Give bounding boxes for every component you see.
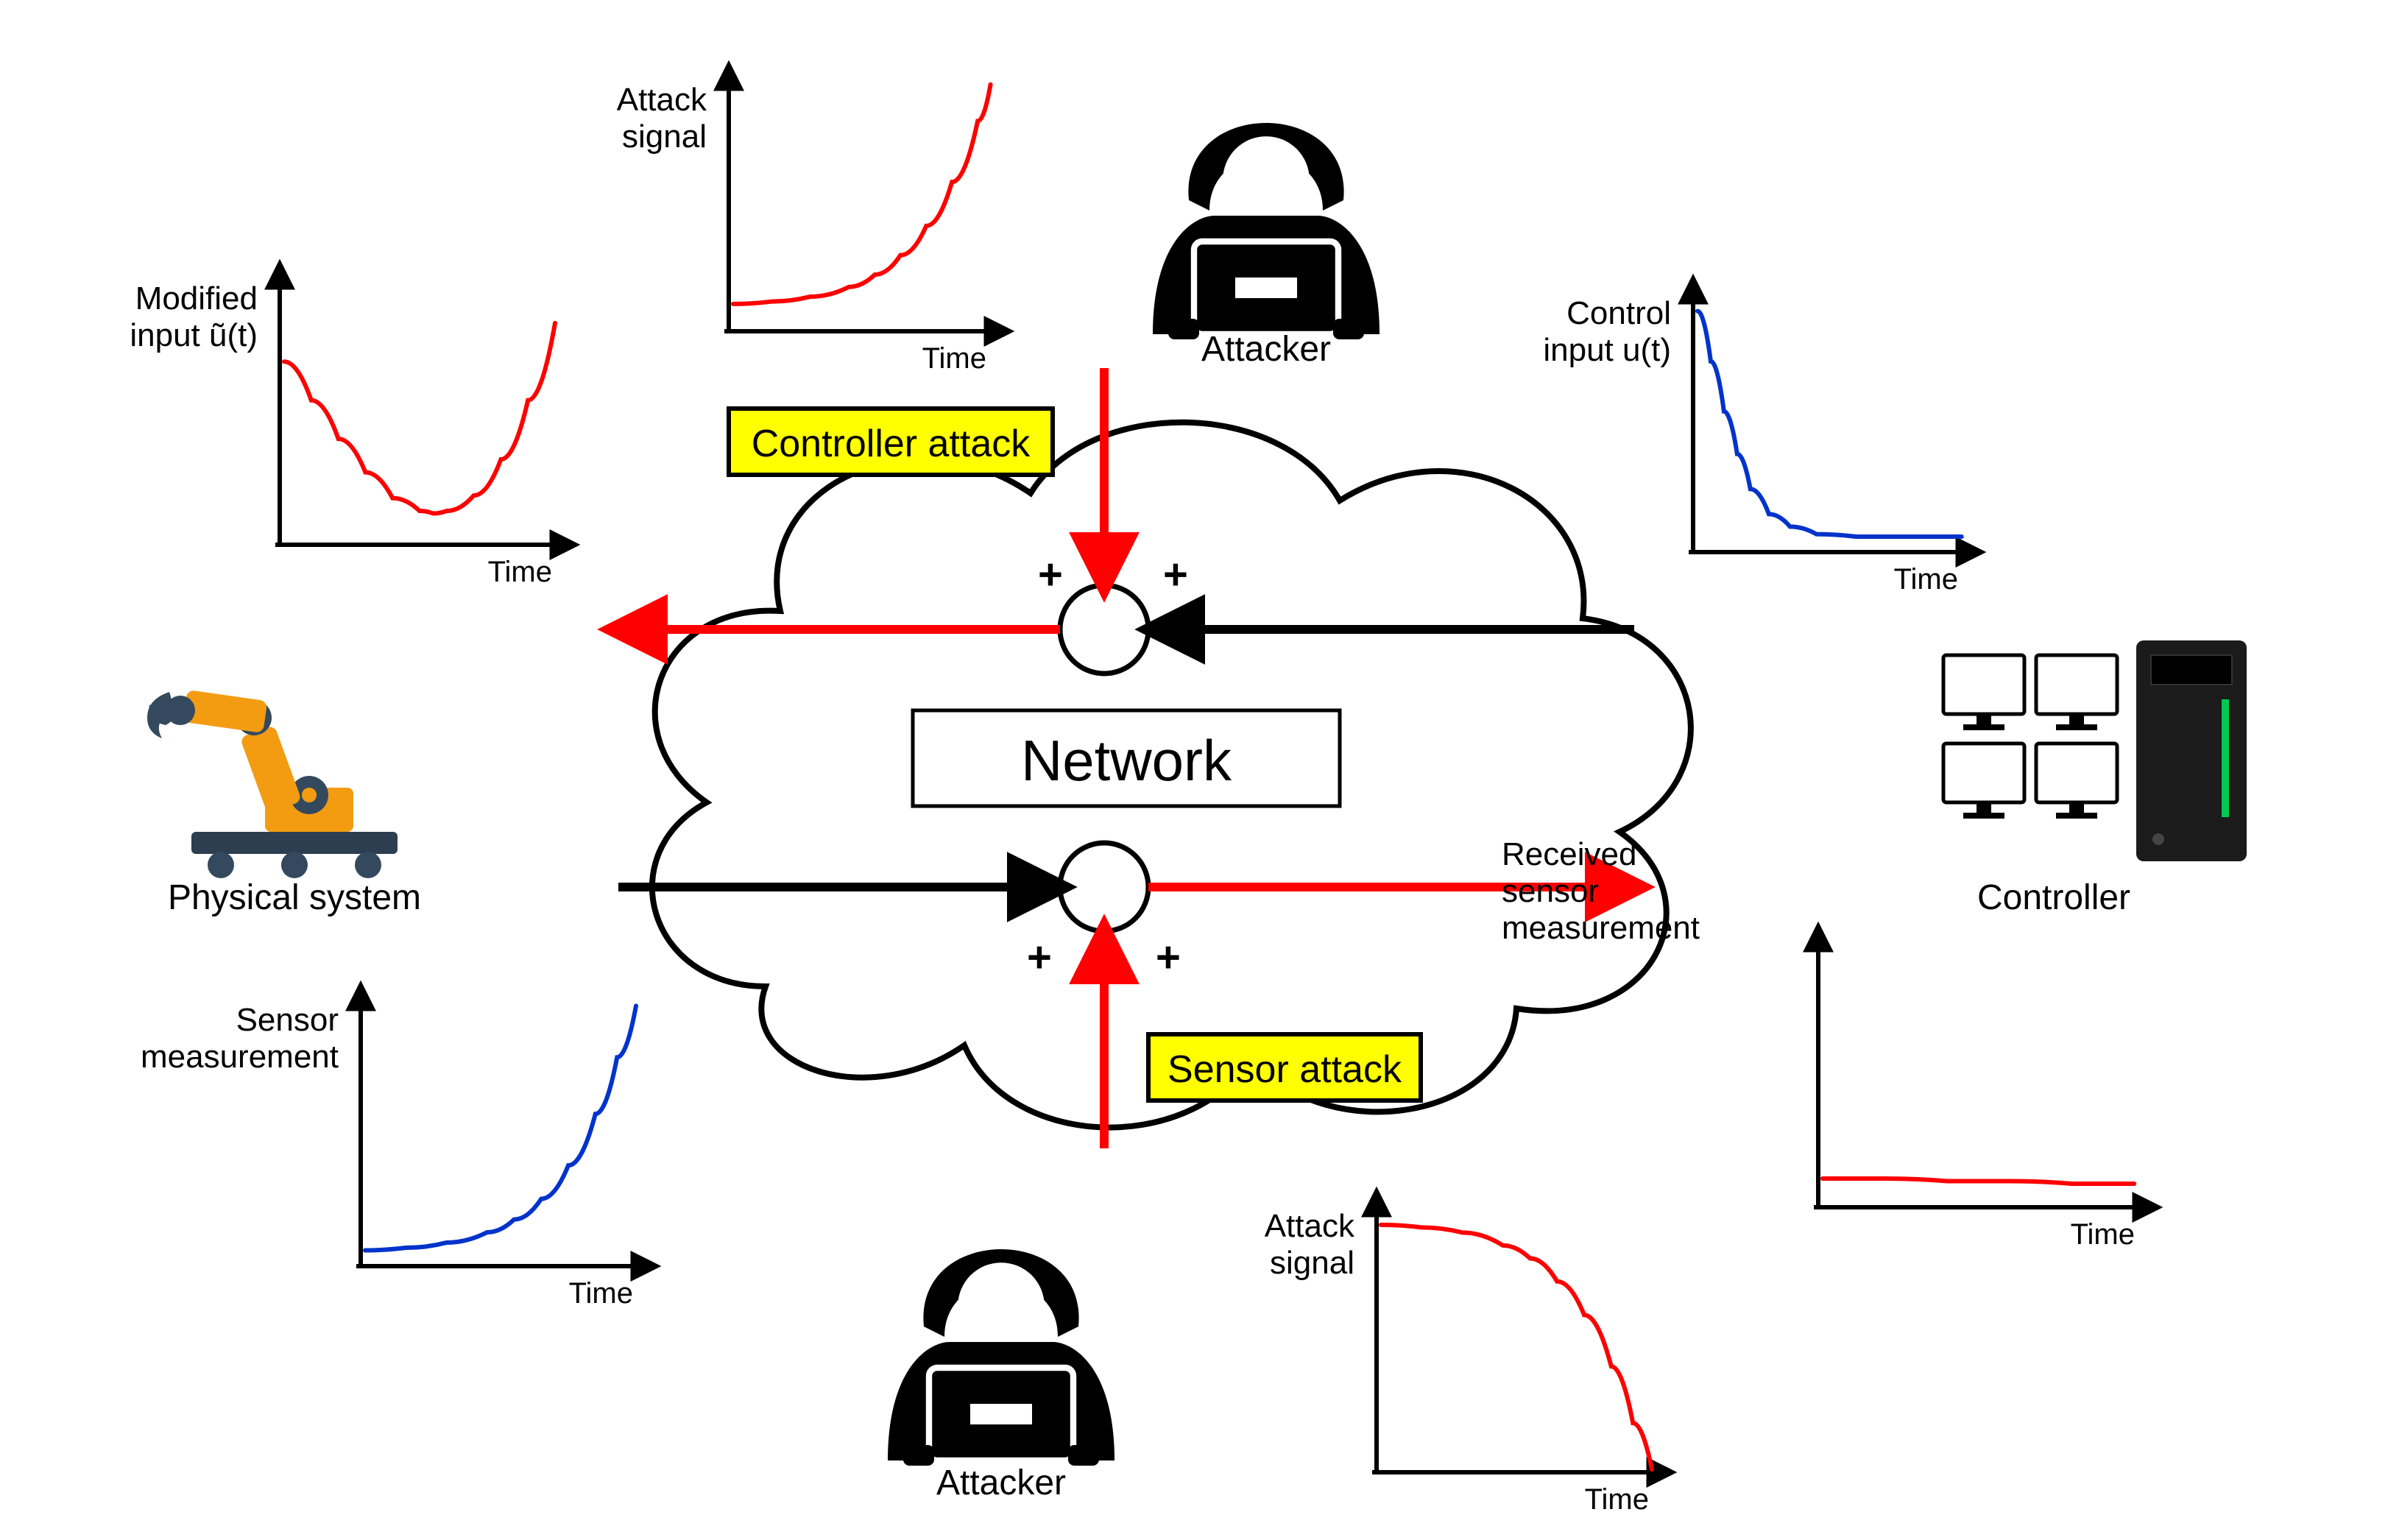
attacker-bottom-label: Attacker bbox=[936, 1463, 1066, 1502]
plot-sensor-measurement: Time Sensormeasurement bbox=[141, 986, 655, 1310]
received-sensor-l1: Received bbox=[1502, 836, 1636, 872]
svg-text:Time: Time bbox=[2071, 1218, 2135, 1251]
sum-top bbox=[1060, 585, 1148, 674]
svg-text:Time: Time bbox=[569, 1277, 633, 1310]
svg-text:Time: Time bbox=[922, 342, 986, 375]
svg-text:Time: Time bbox=[1894, 563, 1958, 596]
svg-text:input ũ(t): input ũ(t) bbox=[130, 317, 258, 353]
plus-sign: + bbox=[1163, 551, 1188, 598]
plot-attack-signal-bottom: Time Attacksignal bbox=[1265, 1193, 1671, 1516]
controller-icon bbox=[1943, 640, 2247, 861]
controller-label: Controller bbox=[1977, 878, 2130, 917]
sensor-attack-box: Sensor attack bbox=[1148, 1034, 1421, 1101]
network-label: Network bbox=[1021, 728, 1232, 793]
plus-sign: + bbox=[1156, 933, 1181, 981]
svg-text:Time: Time bbox=[1585, 1483, 1649, 1516]
plot-attack-signal-top: Time Attacksignal bbox=[617, 66, 1008, 375]
controller-attack-label: Controller attack bbox=[752, 423, 1031, 465]
svg-text:signal: signal bbox=[1270, 1245, 1354, 1281]
attacker-top-label: Attacker bbox=[1201, 330, 1331, 369]
received-sensor-l3: measurement bbox=[1502, 910, 1700, 946]
svg-text:Attack: Attack bbox=[1265, 1208, 1355, 1244]
diagram-root: Network + + + + Controller attack Sensor… bbox=[0, 0, 2388, 1540]
sum-bottom bbox=[1060, 843, 1148, 931]
svg-text:Attack: Attack bbox=[617, 82, 707, 118]
svg-text:Modified: Modified bbox=[135, 280, 258, 317]
plot-received-sensor: Time bbox=[1814, 928, 2157, 1251]
controller-attack-box: Controller attack bbox=[729, 409, 1053, 475]
plot-modified-input: Time Modifiedinput ũ(t) bbox=[130, 265, 574, 588]
svg-text:Sensor: Sensor bbox=[236, 1002, 339, 1038]
physical-system-label: Physical system bbox=[168, 878, 421, 917]
plus-sign: + bbox=[1027, 933, 1052, 981]
sensor-attack-label: Sensor attack bbox=[1167, 1048, 1402, 1091]
plot-control-input: Time Controlinput u(t) bbox=[1543, 280, 1980, 596]
network-label-box: Network bbox=[913, 710, 1340, 806]
svg-text:measurement: measurement bbox=[141, 1039, 339, 1075]
attacker-bottom-icon bbox=[888, 1249, 1114, 1466]
svg-text:input u(t): input u(t) bbox=[1543, 332, 1671, 368]
svg-text:Time: Time bbox=[488, 556, 552, 588]
plus-sign: + bbox=[1038, 551, 1063, 598]
received-sensor-l2: sensor bbox=[1502, 873, 1599, 909]
attacker-top-icon bbox=[1153, 123, 1380, 339]
svg-text:Control: Control bbox=[1566, 295, 1671, 331]
robot-arm-icon bbox=[147, 690, 398, 878]
svg-text:signal: signal bbox=[622, 119, 707, 155]
